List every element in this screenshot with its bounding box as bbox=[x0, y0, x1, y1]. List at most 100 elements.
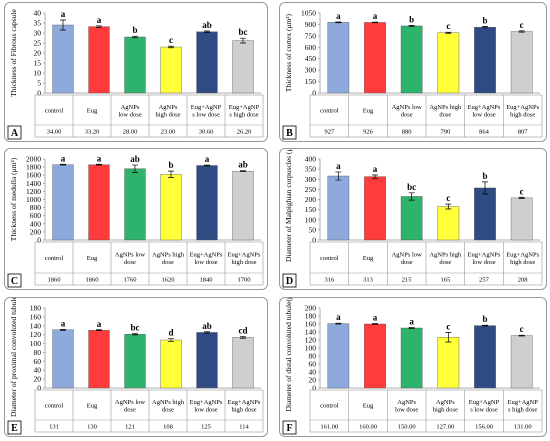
category-label: dose bbox=[162, 259, 174, 266]
table-value: 34.00 bbox=[47, 129, 62, 136]
y-tick-label: 60 bbox=[309, 360, 317, 369]
y-axis-label: Thickness of Fibrous capsule bbox=[9, 8, 18, 96]
category-label: high dose bbox=[433, 406, 458, 413]
y-axis-label: Diameter of Malpighian corpuscles (μm²) bbox=[284, 149, 293, 262]
table-value: 28.00 bbox=[123, 129, 138, 136]
error-bar-4 bbox=[482, 26, 488, 29]
y-axis-label: Thickness of cortex (μm²) bbox=[284, 13, 293, 92]
bar-5 bbox=[232, 337, 254, 389]
y-tick-label: 30 bbox=[34, 29, 42, 38]
error-bar-0 bbox=[60, 163, 66, 166]
category-label: AgNPs low bbox=[392, 251, 422, 258]
y-tick-label: 160 bbox=[30, 312, 42, 321]
significance-letter-5: c bbox=[520, 324, 524, 334]
significance-letter-1: a bbox=[373, 11, 378, 21]
table-value: 215 bbox=[402, 277, 412, 284]
error-bar-2 bbox=[408, 24, 415, 27]
y-tick-label: 1600 bbox=[26, 171, 41, 180]
y-tick-label: 900 bbox=[305, 20, 317, 29]
y-tick-label: 160 bbox=[305, 320, 317, 329]
y-tick-label: 0 bbox=[37, 384, 41, 393]
y-tick-label: 40 bbox=[34, 9, 42, 18]
bar-0 bbox=[327, 323, 350, 389]
category-label: Eug+AgNPs bbox=[228, 251, 261, 258]
table-value: 160.00 bbox=[359, 424, 377, 431]
bar-5 bbox=[232, 170, 254, 241]
y-tick-label: 80 bbox=[309, 352, 317, 361]
category-label: Eug+AgNP bbox=[191, 104, 222, 111]
error-bar-1 bbox=[372, 21, 378, 24]
y-tick-label: 5 bbox=[37, 79, 41, 88]
y-tick-label: 0 bbox=[37, 89, 41, 98]
panel-label-box bbox=[7, 125, 22, 140]
y-tick-label: 350 bbox=[305, 165, 317, 174]
significance-letter-4: b bbox=[482, 314, 487, 324]
category-label: AgNPs bbox=[159, 104, 178, 111]
error-bar-2 bbox=[408, 327, 415, 329]
bar-5 bbox=[510, 197, 533, 241]
table-value: 1860 bbox=[48, 277, 61, 284]
category-label: Eug+AgNPs bbox=[506, 251, 539, 258]
y-tick-label: 250 bbox=[305, 185, 317, 194]
bar-1 bbox=[364, 176, 386, 241]
significance-letter-0: a bbox=[61, 153, 66, 163]
category-label: Eug+AgNPs bbox=[190, 399, 223, 406]
category-label: s low dose bbox=[192, 111, 220, 118]
table-value: 125 bbox=[201, 424, 211, 431]
significance-letter-4: ab bbox=[202, 20, 212, 30]
significance-letter-4: ab bbox=[202, 321, 212, 331]
y-tick-label: 20 bbox=[309, 376, 317, 385]
panel-label-box bbox=[282, 273, 297, 288]
category-label: low dose bbox=[194, 259, 217, 266]
chart-panel-e: 0 20 40 60 80 100 120 140 160 180 Diameter of prox… bbox=[4, 297, 268, 437]
category-label: dose bbox=[401, 111, 413, 118]
significance-letter-5: bc bbox=[239, 27, 248, 37]
chart-panel-c: 0 200 400 600 800 1000 1200 1400 1600 1800 2000 Thi… bbox=[4, 148, 268, 290]
category-label: dose bbox=[162, 406, 174, 413]
error-bar-4 bbox=[204, 30, 210, 33]
y-tick-label: 180 bbox=[305, 312, 317, 321]
error-bar-4 bbox=[204, 164, 210, 167]
error-bar-5 bbox=[518, 196, 525, 199]
category-label: s low dose bbox=[470, 406, 498, 413]
significance-letter-5: cd bbox=[239, 325, 248, 335]
table-value: 1760 bbox=[124, 277, 137, 284]
table-value: 790 bbox=[440, 129, 450, 136]
chart-panel-b: 0 150 300 450 600 750 900 1050 Thickness of cort… bbox=[279, 2, 547, 142]
y-tick-label: 1050 bbox=[301, 9, 316, 18]
category-label: Eug bbox=[363, 108, 374, 115]
category-label: Eug bbox=[87, 403, 98, 410]
significance-letter-0: a bbox=[336, 312, 341, 322]
category-label: Eug+AgNP bbox=[469, 399, 500, 406]
table-value: 130 bbox=[87, 424, 97, 431]
table-value: 23.00 bbox=[161, 129, 176, 136]
error-bar-2 bbox=[132, 333, 138, 336]
table-value: 131.00 bbox=[514, 424, 532, 431]
error-bar-4 bbox=[482, 181, 488, 195]
category-label: low dose bbox=[194, 406, 217, 413]
error-bar-3 bbox=[168, 338, 174, 342]
error-bar-5 bbox=[240, 37, 246, 44]
category-label: low dose bbox=[118, 111, 141, 118]
bar-3 bbox=[437, 32, 460, 94]
table-value: 257 bbox=[479, 277, 490, 284]
y-tick-label: 100 bbox=[305, 215, 317, 224]
bar-4 bbox=[196, 31, 218, 94]
significance-letter-1: a bbox=[373, 313, 378, 323]
table-value: 880 bbox=[402, 129, 412, 136]
table-value: 108 bbox=[163, 424, 173, 431]
bar-1 bbox=[364, 323, 386, 389]
y-tick-label: 0 bbox=[312, 384, 316, 393]
y-tick-label: 2000 bbox=[26, 155, 41, 164]
bar-0 bbox=[52, 24, 74, 94]
y-tick-label: 140 bbox=[305, 328, 317, 337]
significance-letter-2: ab bbox=[130, 154, 140, 164]
panel-label-box bbox=[7, 273, 22, 288]
significance-letter-5: c bbox=[520, 20, 524, 30]
y-tick-label: 600 bbox=[305, 43, 317, 52]
category-label: dose bbox=[439, 111, 451, 118]
bar-4 bbox=[196, 332, 218, 389]
y-tick-label: 100 bbox=[305, 344, 317, 353]
category-label: high dose bbox=[231, 406, 256, 413]
significance-letter-3: c bbox=[169, 35, 173, 45]
